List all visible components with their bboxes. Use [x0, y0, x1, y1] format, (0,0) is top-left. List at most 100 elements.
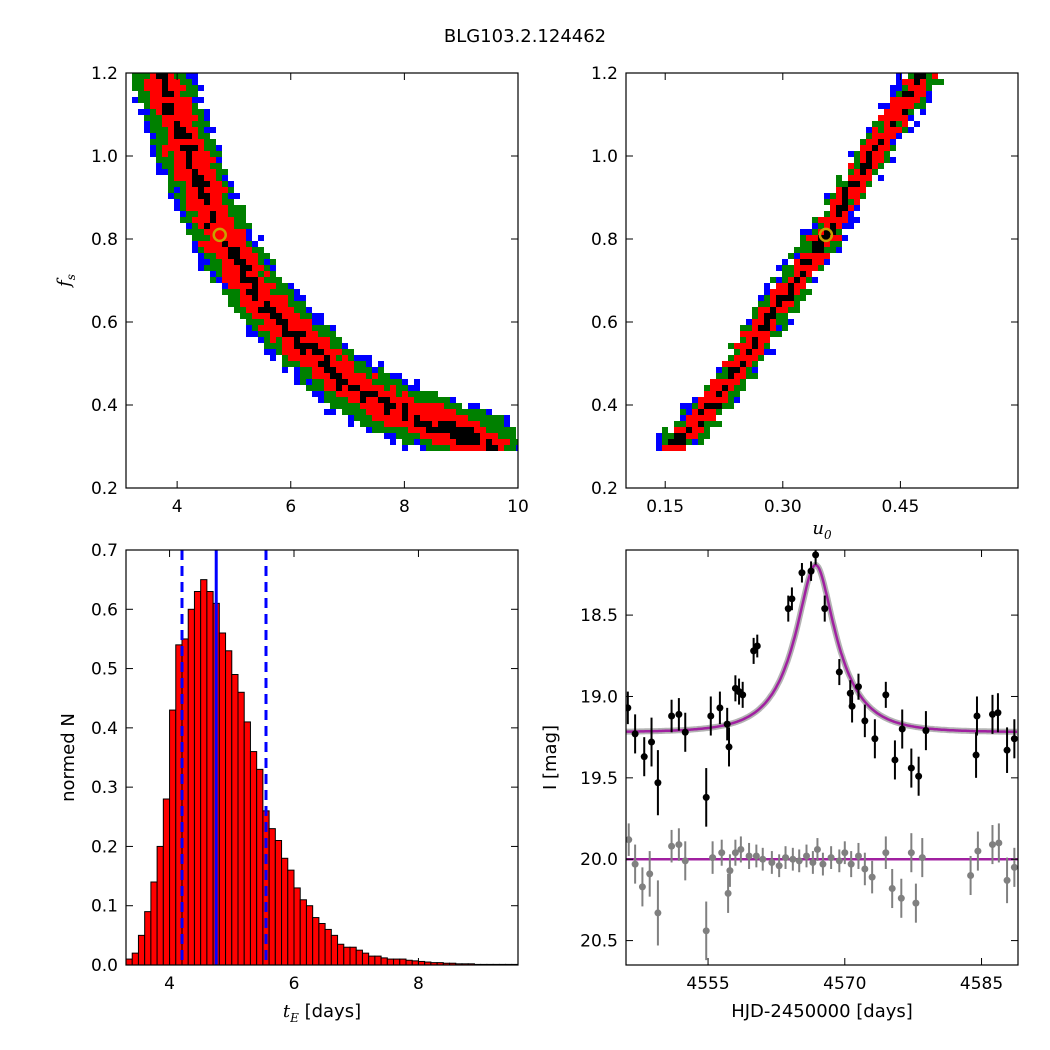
posterior-cell: [144, 91, 150, 97]
posterior-cell: [252, 283, 258, 289]
posterior-cell: [228, 247, 234, 253]
posterior-cell: [866, 151, 872, 157]
posterior-cell: [234, 265, 240, 271]
posterior-cell: [168, 181, 174, 187]
posterior-cell: [144, 73, 150, 79]
posterior-cell: [342, 391, 348, 397]
posterior-cell: [174, 169, 180, 175]
posterior-cell: [204, 205, 210, 211]
posterior-cell: [800, 277, 806, 283]
posterior-cell: [234, 229, 240, 235]
posterior-cell: [360, 373, 366, 379]
posterior-cell: [414, 385, 420, 391]
posterior-cell: [866, 157, 872, 163]
posterior-cell: [360, 379, 366, 385]
posterior-cell: [836, 211, 842, 217]
posterior-cell: [854, 151, 860, 157]
posterior-cell: [324, 385, 330, 391]
posterior-cell: [408, 427, 414, 433]
posterior-cell: [390, 391, 396, 397]
posterior-cell: [198, 97, 204, 103]
posterior-cell: [902, 127, 908, 133]
posterior-cell: [812, 277, 818, 283]
posterior-cell: [168, 73, 174, 79]
posterior-cell: [162, 73, 168, 79]
posterior-cell: [174, 103, 180, 109]
posterior-cell: [312, 355, 318, 361]
posterior-cell: [264, 331, 270, 337]
posterior-cell: [162, 157, 168, 163]
posterior-cell: [698, 415, 704, 421]
hist-bar: [411, 960, 419, 965]
posterior-cell: [198, 193, 204, 199]
residual-point: [789, 855, 797, 863]
posterior-cell: [228, 181, 234, 187]
posterior-cell: [776, 283, 782, 289]
x-tick-label: 4: [164, 974, 175, 994]
residual-point: [737, 845, 745, 853]
posterior-cell: [264, 349, 270, 355]
posterior-cell: [198, 199, 204, 205]
posterior-cell: [246, 301, 252, 307]
posterior-cell: [692, 415, 698, 421]
posterior-cell: [848, 175, 854, 181]
posterior-cell: [360, 391, 366, 397]
posterior-cell: [764, 331, 770, 337]
posterior-cell: [516, 439, 518, 445]
posterior-cell: [150, 103, 156, 109]
posterior-cell: [258, 259, 264, 265]
posterior-cell: [746, 373, 752, 379]
y-tick-label: 1.2: [591, 64, 618, 84]
posterior-cell: [462, 415, 468, 421]
data-point: [750, 647, 758, 655]
data-point: [798, 569, 806, 577]
posterior-cell: [800, 271, 806, 277]
posterior-cell: [234, 211, 240, 217]
posterior-cell: [480, 409, 486, 415]
posterior-cell: [710, 391, 716, 397]
posterior-cell: [854, 169, 860, 175]
posterior-cell: [486, 415, 492, 421]
posterior-cell: [192, 163, 198, 169]
posterior-cell: [788, 289, 794, 295]
posterior-cell: [234, 307, 240, 313]
posterior-cell: [318, 337, 324, 343]
posterior-cell: [698, 397, 704, 403]
posterior-cell: [198, 265, 204, 271]
posterior-cell: [360, 385, 366, 391]
posterior-cell: [474, 409, 480, 415]
posterior-cell: [168, 163, 174, 169]
posterior-cell: [216, 193, 222, 199]
posterior-cell: [426, 397, 432, 403]
posterior-cell: [366, 421, 372, 427]
posterior-cell: [510, 445, 516, 451]
posterior-cell: [456, 427, 462, 433]
posterior-cell: [414, 427, 420, 433]
posterior-cell: [312, 361, 318, 367]
hist-bar: [405, 959, 413, 965]
hist-bar: [374, 955, 382, 965]
posterior-cell: [198, 181, 204, 187]
posterior-cell: [890, 121, 896, 127]
posterior-cell: [704, 433, 710, 439]
posterior-cell: [210, 211, 216, 217]
posterior-cell: [156, 133, 162, 139]
residual-point: [861, 865, 869, 873]
posterior-cell: [438, 433, 444, 439]
posterior-cell: [824, 235, 830, 241]
posterior-cell: [366, 427, 372, 433]
posterior-cell: [240, 307, 246, 313]
posterior-cell: [914, 121, 920, 127]
posterior-cell: [426, 445, 432, 451]
posterior-cell: [162, 145, 168, 151]
posterior-cell: [486, 427, 492, 433]
posterior-cell: [668, 445, 674, 451]
posterior-cell: [180, 91, 186, 97]
posterior-cell: [228, 277, 234, 283]
posterior-cell: [770, 325, 776, 331]
posterior-cell: [836, 181, 842, 187]
posterior-cell: [492, 421, 498, 427]
posterior-cell: [884, 145, 890, 151]
posterior-cell: [902, 79, 908, 85]
posterior-cell: [198, 169, 204, 175]
